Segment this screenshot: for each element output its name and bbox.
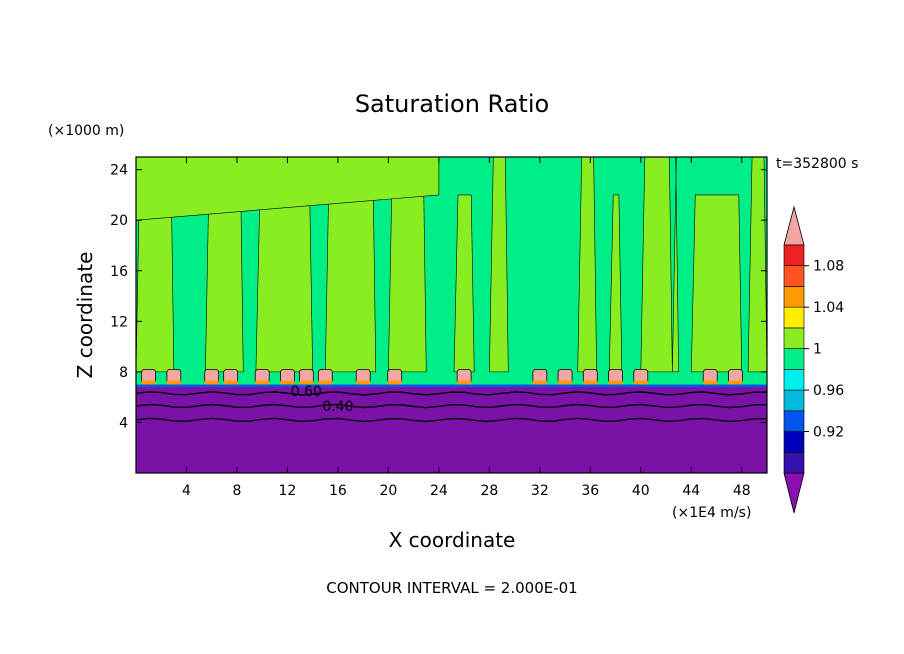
colorbar-over-arrow (783, 205, 805, 246)
cloud-base-edge (457, 380, 472, 385)
colorbar-tick-label: 1 (813, 342, 822, 358)
contour-line (136, 391, 767, 396)
plot-frame (135, 156, 768, 474)
cloud-base-edge (318, 380, 333, 385)
x-tick-label: 8 (232, 483, 241, 499)
x-tick-label: 16 (329, 483, 347, 499)
cloud-base-edge (387, 380, 402, 385)
colorbar-cell (783, 265, 805, 287)
x-tick-label: 36 (581, 483, 599, 499)
y-tick-label: 8 (119, 365, 128, 381)
supersaturated-column (489, 157, 509, 373)
plot-area (136, 157, 767, 473)
contour-label: 0.40 (322, 399, 353, 415)
y-tick-label: 24 (110, 163, 128, 179)
y-tick-label: 4 (119, 415, 128, 431)
colorbar-cell (783, 306, 805, 329)
colorbar-cell (783, 431, 805, 453)
supersaturated-column (388, 157, 427, 373)
cloud-base-edge (608, 380, 623, 385)
cloud-base-edge (299, 380, 314, 385)
cloud-base-edge (141, 380, 156, 385)
colorbar-tick-label: 0.96 (813, 383, 844, 399)
supersaturated-column (747, 157, 767, 373)
contour-labels: 0.600.40 (291, 384, 354, 415)
cloud-base-edge (532, 380, 547, 385)
x-tick-label: 28 (480, 483, 498, 499)
cloud-base-edge (558, 380, 573, 385)
chart-title: Saturation Ratio (355, 90, 549, 118)
cloud-base-edge (166, 380, 181, 385)
supersaturated-column (672, 157, 679, 373)
x-tick-label: 12 (279, 483, 297, 499)
transition-band (136, 384, 767, 388)
colorbar-cell (783, 244, 805, 267)
colorbar-tick-label: 1.08 (813, 259, 844, 275)
x-tick-label: 4 (182, 483, 191, 499)
colorbar-cell (783, 410, 805, 432)
colorbar-cell (783, 348, 805, 370)
colorbar-cell (783, 369, 805, 391)
y-unit-label: (×1000 m) (48, 123, 124, 139)
colorbar-cell (783, 389, 805, 412)
colorbar-under-arrow (783, 472, 805, 514)
x-unit-label: (×1E4 m/s) (672, 505, 751, 521)
x-tick-label: 24 (430, 483, 448, 499)
cloud-base-edge (728, 380, 743, 385)
supersaturated-column (640, 157, 673, 373)
cloud-base-bumps (141, 368, 743, 385)
x-tick-label: 48 (733, 483, 751, 499)
colorbar-tick-label: 0.92 (813, 425, 844, 441)
cloud-base-edge (204, 380, 219, 385)
supersaturated-column (690, 194, 743, 373)
x-tick-label: 40 (632, 483, 650, 499)
supersaturated-upper-region (136, 157, 440, 221)
cloud-base-edge (356, 380, 371, 385)
y-tick-label: 12 (110, 314, 128, 330)
cloud-base-edge (255, 380, 270, 385)
x-tick-label: 20 (379, 483, 397, 499)
colorbar-cell (783, 451, 805, 474)
y-tick-label: 20 (110, 213, 128, 229)
cloud-base-edge (223, 380, 238, 385)
y-axis-ticks: 4 8 12 16 20 24 (110, 163, 767, 431)
contour-lines (136, 391, 767, 423)
cloud-base-edge (633, 380, 648, 385)
x-axis-label: X coordinate (389, 528, 516, 552)
x-axis-ticks: 4 8 12 16 20 24 28 32 36 40 44 48 (182, 157, 751, 499)
y-axis-label: Z coordinate (73, 252, 97, 379)
cloud-base-edge (583, 380, 598, 385)
subsaturated-layer (136, 384, 767, 473)
contour-interval-footer: CONTOUR INTERVAL = 2.000E-01 (326, 579, 577, 597)
contour-line (136, 403, 767, 409)
supersaturated-column (255, 194, 313, 373)
x-tick-label: 44 (682, 483, 700, 499)
cloud-base-edge (703, 380, 718, 385)
subsaturated-fill (136, 387, 767, 473)
x-tick-label: 32 (531, 483, 549, 499)
colorbar-cell (783, 286, 805, 308)
colorbar-cell (783, 327, 805, 349)
y-tick-label: 16 (110, 264, 128, 280)
colorbar: 0.92 0.96 1 1.04 1.08 (783, 205, 844, 514)
contour-line (136, 417, 767, 423)
colorbar-tick-label: 1.04 (813, 300, 844, 316)
contour-label: 0.60 (291, 384, 322, 400)
cloud-base-edge (280, 380, 295, 385)
time-label: t=352800 s (776, 156, 858, 172)
